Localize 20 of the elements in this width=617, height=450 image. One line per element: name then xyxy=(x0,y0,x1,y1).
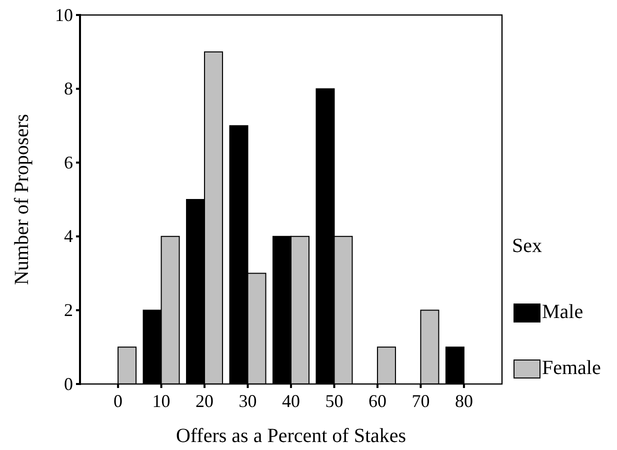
x-tick-label: 50 xyxy=(325,390,344,411)
y-tick-label: 2 xyxy=(64,300,73,320)
x-tick-label: 60 xyxy=(368,390,386,411)
x-tick-label: 20 xyxy=(196,390,214,411)
x-axis-title: Offers as a Percent of Stakes xyxy=(176,425,406,447)
legend-label: Female xyxy=(542,357,601,379)
x-tick-label: 10 xyxy=(152,390,170,411)
x-tick-label: 70 xyxy=(412,390,430,411)
y-tick-label: 6 xyxy=(64,152,73,172)
legend-title: Sex xyxy=(512,235,542,257)
x-tick-label: 80 xyxy=(454,390,473,411)
y-axis-title: Number of Proposers xyxy=(11,114,33,286)
y-tick-label: 8 xyxy=(64,78,73,99)
legend-label: Male xyxy=(542,301,584,323)
y-tick-label: 10 xyxy=(55,4,73,25)
x-tick-label: 40 xyxy=(282,390,300,411)
y-tick-label: 4 xyxy=(64,226,73,246)
x-tick-label: 30 xyxy=(238,390,257,411)
x-tick-label: 0 xyxy=(114,390,123,411)
y-tick-label: 0 xyxy=(64,374,73,394)
